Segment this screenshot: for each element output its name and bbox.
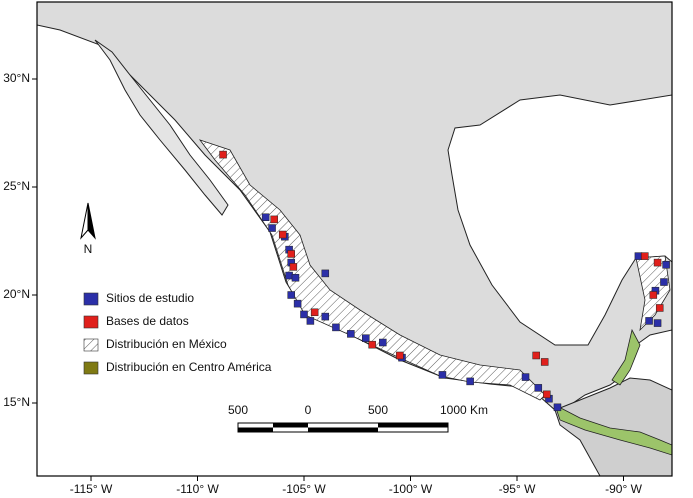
graticule: -115° W -110° W -105° W -100° W -95° W -90° W… — [3, 71, 642, 496]
scale-label: 1000 Km — [440, 403, 488, 417]
study-site — [268, 224, 276, 232]
study-site — [653, 319, 662, 327]
map-body — [37, 2, 672, 476]
study-site — [321, 312, 330, 321]
distribution-central-america — [554, 328, 672, 456]
study-site — [521, 373, 530, 381]
study-site — [300, 310, 308, 319]
legend-swatch — [83, 315, 99, 329]
database-site — [368, 340, 376, 349]
north-label: N — [84, 242, 93, 256]
y-tick-label: 30°N — [3, 71, 30, 85]
study-site — [321, 269, 330, 278]
x-tick-label: -110° W — [176, 482, 219, 496]
x-tick-label: -95° W — [499, 482, 536, 496]
x-tick-label: -90° W — [605, 482, 642, 496]
y-tick-label: 20°N — [3, 287, 30, 301]
scale-label: 500 — [228, 403, 248, 417]
north-arrow: N — [80, 202, 96, 256]
study-site — [438, 371, 447, 379]
database-site — [653, 258, 662, 267]
scale-label: 500 — [368, 403, 388, 417]
study-site — [645, 317, 653, 325]
study-site — [379, 338, 387, 347]
x-tick-label: -100° W — [389, 482, 433, 496]
database-site — [289, 263, 298, 271]
legend: Sitios de estudio Bases de datos Distribuc… — [83, 291, 272, 375]
database-site — [649, 291, 658, 299]
study-site — [332, 323, 340, 332]
study-site — [291, 273, 300, 282]
baja — [94, 39, 229, 216]
sites — [219, 150, 670, 412]
central-america — [554, 377, 672, 476]
legend-label: Distribución en México — [106, 337, 227, 351]
study-site — [306, 317, 315, 325]
x-tick-label: -105° W — [282, 482, 326, 496]
legend-label: Sitios de estudio — [106, 291, 194, 305]
scale-bar: 500 0 500 1000 Km — [228, 403, 488, 433]
database-site — [219, 150, 227, 159]
legend-label: Bases de datos — [106, 314, 189, 328]
database-site — [532, 351, 540, 360]
study-site — [285, 271, 293, 280]
study-site — [466, 377, 474, 386]
scale-label: 0 — [305, 403, 312, 417]
study-site — [660, 278, 668, 286]
database-site — [543, 390, 551, 399]
legend-swatch — [83, 292, 99, 306]
y-tick-label: 25°N — [3, 179, 30, 193]
study-site — [362, 334, 370, 342]
legend-label: Distribución en Centro América — [106, 360, 272, 374]
study-site — [261, 213, 270, 221]
database-site — [540, 358, 549, 366]
study-site — [634, 252, 643, 260]
database-site — [310, 308, 319, 317]
x-tick-label: -115° W — [70, 482, 113, 496]
study-site — [662, 261, 670, 269]
database-site — [278, 230, 287, 239]
database-site — [641, 252, 649, 260]
database-site — [396, 351, 404, 360]
study-site — [534, 384, 543, 392]
study-site — [293, 299, 302, 308]
study-site — [553, 403, 562, 412]
land-north — [37, 2, 672, 411]
database-site — [655, 304, 664, 312]
database-site — [270, 215, 278, 224]
legend-swatch — [83, 361, 99, 375]
legend-swatch — [83, 338, 99, 352]
y-tick-label: 15°N — [3, 395, 30, 409]
study-site — [287, 291, 295, 299]
study-site — [347, 330, 355, 338]
map-frame — [36, 1, 673, 477]
database-site — [287, 250, 295, 258]
